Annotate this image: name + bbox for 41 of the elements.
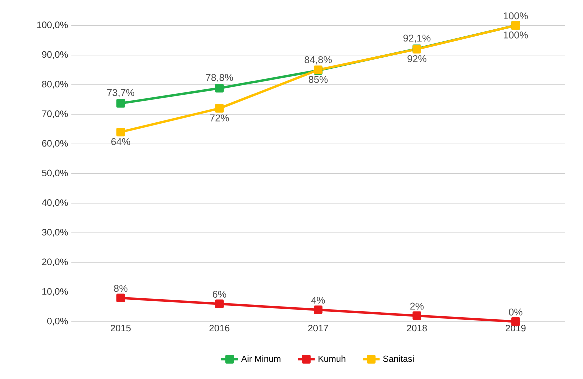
legend-label: Sanitasi bbox=[383, 356, 414, 362]
y-tick-label: 20,0% bbox=[42, 258, 68, 266]
legend-label: Kumuh bbox=[318, 356, 346, 362]
point bbox=[215, 300, 224, 308]
point bbox=[412, 312, 422, 320]
y-tick-label: 60,0% bbox=[42, 140, 68, 148]
data-label: 8% bbox=[114, 285, 128, 292]
data-label: 72% bbox=[210, 114, 230, 122]
legend-label: Air Minum bbox=[241, 356, 281, 362]
point bbox=[116, 128, 126, 137]
data-label: 100% bbox=[504, 32, 528, 39]
data-label: 100% bbox=[504, 12, 528, 20]
y-tick-label: 80,0% bbox=[42, 80, 68, 89]
data-label: 0% bbox=[509, 308, 523, 316]
x-tick-label: 2016 bbox=[210, 324, 230, 332]
y-tick-label: 100,0% bbox=[37, 22, 68, 30]
point bbox=[314, 306, 323, 314]
data-label: 92,1% bbox=[404, 34, 431, 43]
data-label: 85% bbox=[308, 76, 328, 84]
point bbox=[215, 84, 224, 93]
x-tick-label: 2018 bbox=[407, 324, 428, 332]
y-tick-label: 70,0% bbox=[42, 110, 68, 118]
data-label: 4% bbox=[312, 296, 326, 304]
point bbox=[116, 294, 126, 302]
data-label: 84,8% bbox=[304, 56, 332, 65]
data-label: 64% bbox=[112, 138, 130, 146]
x-tick-label: 2017 bbox=[308, 324, 328, 332]
y-tick-label: 40,0% bbox=[42, 199, 68, 208]
data-label: 78,8% bbox=[206, 74, 234, 82]
y-tick-label: 10,0% bbox=[42, 288, 68, 296]
data-label: 73,7% bbox=[107, 89, 135, 98]
data-label: 92% bbox=[408, 55, 427, 62]
y-tick-label: 50,0% bbox=[42, 170, 68, 178]
y-tick-label: 90,0% bbox=[42, 51, 68, 60]
point bbox=[215, 104, 224, 113]
data-label: 6% bbox=[213, 290, 226, 298]
y-tick-label: 0,0% bbox=[47, 318, 68, 326]
y-tick-label: 30,0% bbox=[42, 229, 68, 237]
x-tick-label: 2015 bbox=[110, 324, 131, 332]
data-label: 2% bbox=[410, 302, 424, 310]
point bbox=[116, 99, 126, 108]
